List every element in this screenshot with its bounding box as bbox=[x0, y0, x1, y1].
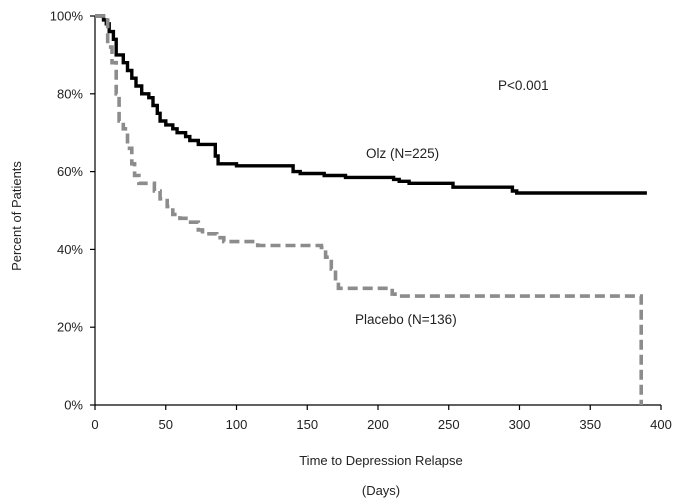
y-tick-label: 60% bbox=[57, 164, 83, 179]
x-tick-label: 50 bbox=[159, 417, 173, 432]
x-axis-title: Time to Depression Relapse bbox=[299, 453, 463, 468]
series-layer bbox=[95, 14, 647, 405]
x-tick-label: 150 bbox=[296, 417, 318, 432]
x-tick-label: 200 bbox=[367, 417, 389, 432]
series-line-olz bbox=[95, 14, 647, 195]
x-axis-units: (Days) bbox=[362, 483, 400, 498]
y-axis-ticks: 0% 20% 40% 60% 80% 100% bbox=[50, 9, 95, 413]
series-line-placebo bbox=[95, 14, 643, 405]
y-axis-title: Percent of Patients bbox=[9, 161, 24, 271]
x-tick-label: 250 bbox=[438, 417, 460, 432]
y-tick-label: 20% bbox=[57, 320, 83, 335]
y-tick-label: 80% bbox=[57, 86, 83, 101]
y-tick-label: 100% bbox=[50, 9, 84, 24]
x-tick-label: 350 bbox=[579, 417, 601, 432]
series-label-placebo: Placebo (N=136) bbox=[355, 312, 457, 327]
x-tick-label: 400 bbox=[650, 417, 672, 432]
y-tick-label: 40% bbox=[57, 242, 83, 257]
x-axis-ticks: 0 50 100 150 200 250 300 350 400 bbox=[91, 405, 672, 432]
axes bbox=[94, 16, 661, 406]
y-tick-label: 0% bbox=[64, 398, 83, 413]
p-value-annotation: P<0.001 bbox=[498, 78, 549, 93]
x-tick-label: 300 bbox=[509, 417, 531, 432]
series-label-olz: Olz (N=225) bbox=[366, 146, 439, 161]
x-tick-label: 0 bbox=[91, 417, 98, 432]
x-tick-label: 100 bbox=[226, 417, 248, 432]
